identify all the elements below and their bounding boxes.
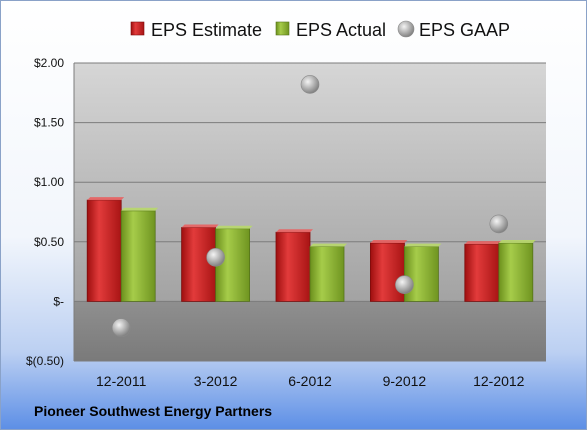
plot-area-negative xyxy=(74,301,546,361)
x-tick-label: 12-2011 xyxy=(96,373,147,389)
legend-label: EPS GAAP xyxy=(419,20,510,40)
bar-cap xyxy=(181,224,219,228)
y-tick-label: $1.50 xyxy=(34,116,64,130)
bar-cap xyxy=(121,207,159,211)
bar-cap xyxy=(310,243,347,247)
bar-eps-estimate-6-2012 xyxy=(275,231,311,302)
marker-eps-gaap-12-2012 xyxy=(489,214,509,234)
y-tick-label: $1.00 xyxy=(34,175,64,189)
marker-eps-gaap-3-2012 xyxy=(206,247,225,267)
x-tick-label: 6-2012 xyxy=(288,373,332,389)
bar-cap xyxy=(370,239,408,243)
marker-eps-gaap-12-2011 xyxy=(111,318,131,337)
legend-label: EPS Estimate xyxy=(151,20,262,40)
legend-label: EPS Actual xyxy=(296,20,386,40)
y-tick-label: $- xyxy=(53,294,64,308)
x-tick-label: 12-2012 xyxy=(473,373,525,389)
bar-cap xyxy=(464,241,502,245)
bar-eps-estimate-12-2012 xyxy=(464,243,500,302)
y-tick-label: $0.50 xyxy=(34,235,64,249)
legend-swatch xyxy=(397,20,415,38)
bar-eps-actual-9-2012 xyxy=(403,246,439,302)
marker-eps-gaap-9-2012 xyxy=(395,275,414,295)
bar-cap xyxy=(404,243,442,247)
company-name: Pioneer Southwest Energy Partners xyxy=(34,403,273,419)
bar-eps-actual-6-2012 xyxy=(309,246,345,302)
y-tick-label: $2.00 xyxy=(34,56,64,70)
y-tick-label: $(0.50) xyxy=(26,354,64,368)
legend-swatch xyxy=(130,21,145,36)
x-tick-label: 3-2012 xyxy=(194,373,238,389)
bar-cap xyxy=(87,197,125,201)
bar-cap xyxy=(276,229,313,233)
bar-cap xyxy=(498,239,536,243)
x-tick-label: 9-2012 xyxy=(383,373,427,389)
bar-eps-actual-12-2011 xyxy=(120,210,156,302)
legend-swatch xyxy=(275,21,290,36)
bar-eps-actual-12-2012 xyxy=(498,242,534,302)
bar-eps-estimate-12-2011 xyxy=(86,199,122,302)
bar-cap xyxy=(215,225,253,229)
marker-eps-gaap-6-2012 xyxy=(300,75,320,94)
bar-eps-estimate-9-2012 xyxy=(369,242,405,302)
